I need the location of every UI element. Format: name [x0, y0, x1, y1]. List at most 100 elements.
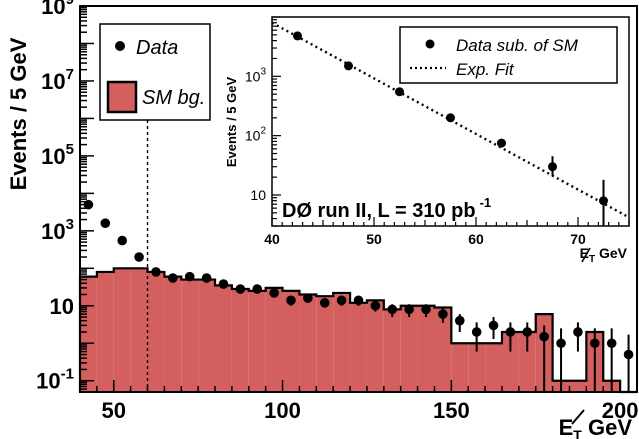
sm-bg-bin	[400, 305, 418, 392]
sm-bg-bin	[417, 305, 435, 392]
data-point	[556, 338, 566, 349]
data-point	[252, 284, 263, 294]
inset-x-tick-label: 60	[468, 231, 484, 247]
sm-bg-bin	[113, 268, 131, 392]
met-slash	[571, 409, 585, 425]
main-x-ticks	[79, 380, 638, 392]
data-point	[168, 273, 178, 283]
sm-bg-bin	[299, 294, 317, 392]
data-point	[336, 295, 347, 306]
y-tick-label: 105	[41, 141, 74, 169]
sm-bg-bin	[316, 296, 334, 392]
inset-legend-box	[399, 26, 618, 84]
sm-bg-bin	[130, 268, 148, 392]
sm-bg-bin	[485, 343, 502, 392]
data-point	[100, 218, 111, 228]
x-tick-label: 100	[264, 398, 301, 423]
data-points	[83, 199, 634, 392]
inset-y-tick-label: 103	[245, 66, 267, 84]
data-point	[539, 331, 549, 342]
y-tick-label: 10-1	[36, 366, 74, 394]
data-point	[505, 327, 516, 337]
inset-y-ticks	[272, 16, 281, 227]
data-point	[134, 252, 144, 262]
inset-data-point	[497, 138, 506, 148]
sm-bg-bin	[248, 290, 266, 392]
data-point	[218, 279, 229, 289]
data-point	[319, 298, 330, 308]
data-point	[151, 267, 161, 277]
main-y-ticks	[80, 5, 94, 393]
inset-y-tick-label: 102	[245, 126, 267, 144]
data-point	[573, 327, 583, 337]
data-point	[606, 338, 617, 349]
sm-bg-bin	[350, 302, 367, 392]
y-tick-label: 107	[41, 66, 74, 94]
sm-bg-bin	[518, 331, 536, 392]
inset-x-axis-title: ET GeV	[580, 245, 628, 265]
main-legend: Data SM bg.	[99, 23, 211, 121]
sm-bg-bin	[434, 307, 452, 392]
data-point	[488, 320, 499, 331]
sm-bg-histogram	[78, 267, 637, 394]
legend-bg-swatch	[106, 80, 138, 114]
sm-bg-bin	[198, 279, 216, 392]
data-point	[623, 349, 634, 360]
inset-data-point	[344, 61, 353, 71]
sm-bg-outline	[78, 267, 637, 394]
run-annotation: DØ run II, L = 310 pb -1	[282, 195, 491, 222]
legend-sub-marker	[425, 39, 435, 49]
x-axis-title: ET GeV	[559, 415, 633, 439]
sm-bg-bin	[333, 292, 351, 392]
inset-data-point	[548, 162, 557, 172]
data-point	[522, 327, 533, 337]
sm-bg-bin	[96, 271, 114, 392]
sm-bg-bin	[501, 331, 519, 392]
sm-bg-bin	[366, 300, 384, 392]
inset-x-tick-label: 50	[366, 231, 382, 247]
x-tick-label: 150	[433, 398, 470, 423]
inset-data-point	[293, 31, 302, 41]
data-point	[286, 295, 296, 306]
legend-bg-label: SM bg.	[142, 87, 205, 109]
sm-bg-bin	[265, 287, 283, 392]
data-point	[303, 293, 313, 303]
sm-bg-bin	[451, 343, 469, 392]
data-point	[117, 235, 127, 246]
sm-bg-bin	[164, 276, 182, 392]
data-point	[438, 309, 448, 319]
data-point	[387, 304, 398, 315]
x-tick-label: 50	[102, 398, 126, 423]
legend-data-marker	[115, 41, 125, 51]
data-point	[471, 327, 482, 337]
inset-x-tick-label: 70	[570, 231, 586, 247]
y-tick-label: 103	[41, 216, 74, 244]
inset-y-axis-title: Events / 5 GeV	[224, 77, 239, 168]
inset-legend: Data sub. of SM Exp. Fit	[399, 26, 618, 84]
y-axis-title: Events / 5 GeV	[6, 37, 31, 190]
inset-data-point	[446, 113, 455, 123]
data-point	[235, 284, 246, 294]
inset-data-point	[395, 87, 404, 97]
inset-met-slash	[581, 247, 591, 263]
inset-plot: 40 50 60 70 10 102 103 Events / 5 GeV ET GeV DØ r…	[224, 16, 630, 265]
data-point	[370, 300, 381, 311]
exp-fit-line	[271, 21, 630, 219]
data-point	[269, 288, 279, 298]
sm-bg-bin	[282, 290, 300, 392]
sm-bg-bin	[383, 309, 401, 392]
data-point	[184, 271, 195, 282]
y-tick-label: 10	[50, 294, 74, 319]
inset-x-ticks	[271, 217, 630, 226]
legend-sub-label: Data sub. of SM	[456, 36, 579, 55]
data-point	[590, 338, 600, 349]
legend-data-label: Data	[136, 37, 178, 59]
sm-bg-bin	[468, 343, 486, 392]
sm-bg-bin	[181, 279, 199, 392]
sm-bg-bin	[231, 289, 249, 392]
sm-bg-bin	[215, 285, 232, 392]
inset-y-tick-label: 10	[250, 187, 266, 203]
data-point	[353, 295, 364, 306]
